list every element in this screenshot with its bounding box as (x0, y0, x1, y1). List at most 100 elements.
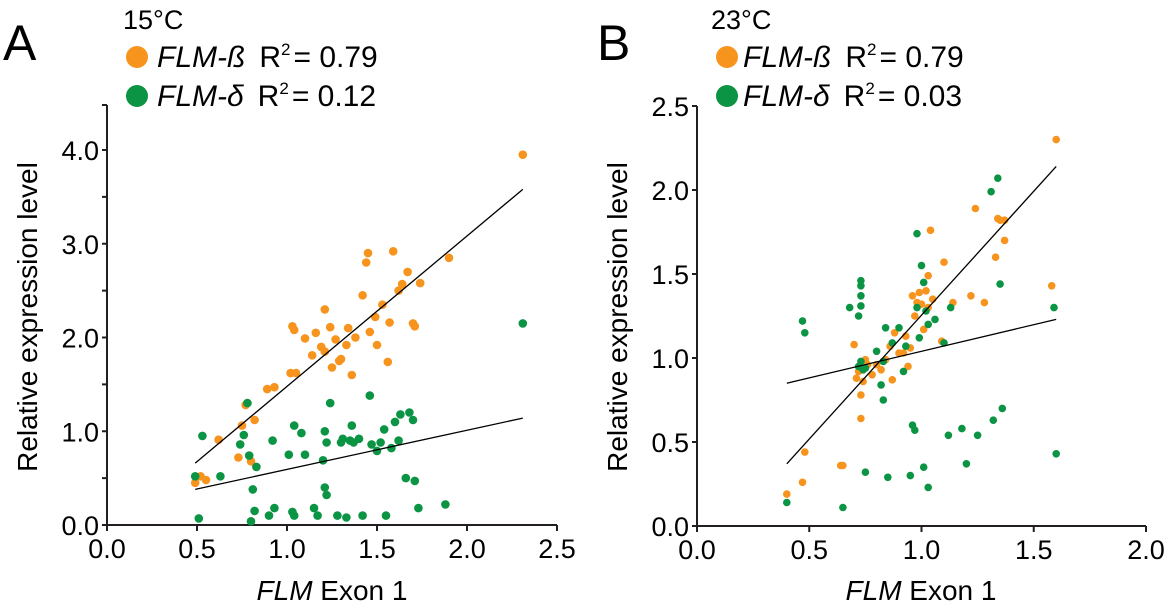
data-point (365, 327, 375, 337)
x-tick-label: 0.0 (678, 535, 716, 565)
data-point (913, 303, 921, 312)
legend-marker-flm-beta (716, 46, 738, 68)
data-point (250, 415, 259, 425)
data-point (313, 511, 322, 520)
data-point (244, 451, 254, 460)
data-point (320, 305, 330, 314)
data-point (370, 312, 380, 322)
data-point (331, 335, 340, 344)
data-point (919, 325, 928, 334)
data-point (234, 453, 243, 462)
x-axis-label-rest: Exon 1 (902, 575, 997, 606)
data-point (980, 298, 989, 307)
x-tick-label: 0.0 (88, 534, 126, 564)
data-point (408, 415, 418, 425)
data-point (859, 377, 867, 386)
y-tick-label: 1.5 (651, 260, 689, 290)
data-point (919, 278, 928, 287)
legend-label: FLM-δ R2 = 0.03 (743, 79, 962, 113)
data-point (309, 503, 319, 513)
data-point (361, 258, 371, 267)
legend-r2-label: R (845, 41, 867, 74)
x-tick-label: 1.5 (1015, 535, 1053, 565)
data-point (291, 368, 301, 378)
data-point (518, 319, 528, 328)
legend-label: FLM-ß R2 = 0.79 (743, 40, 964, 74)
series-flm-delta (190, 319, 528, 526)
data-point (924, 483, 932, 492)
data-point (839, 503, 847, 512)
data-point (198, 431, 207, 441)
data-point (322, 438, 331, 447)
panel-a: 0.0 1.0 2.0 3.0 4.0 0.0 0.5 1.0 1.5 2.0 2.5 Relativ… (12, 40, 576, 606)
trend-line-flm-delta (195, 417, 523, 491)
y-tick-label: 4.0 (61, 136, 99, 166)
data-point (839, 461, 847, 470)
x-axis-label: FLM Exon 1 (257, 575, 408, 606)
data-point (877, 366, 885, 374)
data-point (441, 500, 450, 509)
data-point (367, 440, 376, 449)
legend-r2-sup: 2 (867, 40, 876, 59)
data-point (872, 347, 881, 356)
x-tick-label: 2.0 (448, 534, 486, 564)
data-point (967, 292, 975, 300)
data-point (397, 279, 407, 289)
data-point (857, 391, 865, 399)
data-point (931, 315, 939, 324)
data-point (852, 374, 861, 383)
legend-series-name: FLM-ß (157, 41, 245, 74)
legend-r2-value: = 0.12 (292, 80, 376, 113)
data-point (940, 258, 948, 267)
data-point (343, 323, 353, 333)
panel-a-title: 15°C (123, 5, 183, 35)
data-point (926, 226, 935, 235)
legend-marker-flm-delta (716, 85, 738, 107)
data-point (235, 440, 245, 449)
series-flm-delta (783, 174, 1060, 512)
data-point (248, 485, 258, 494)
data-point (881, 324, 890, 332)
data-point (264, 511, 274, 520)
y-axis-label: Relative expression level (602, 162, 633, 472)
data-point (414, 503, 423, 513)
data-point (415, 278, 425, 288)
data-point (1052, 135, 1060, 144)
x-tick-label: 2.5 (538, 534, 576, 564)
data-point (868, 371, 876, 379)
data-point (410, 322, 420, 331)
y-tick-label: 1.0 (61, 417, 99, 447)
data-point (320, 427, 330, 436)
x-tick-label: 1.0 (268, 534, 306, 564)
panel-b-letter: B (597, 15, 630, 71)
legend-series-name: FLM-ß (743, 41, 831, 74)
legend-r2-sup: 2 (865, 79, 874, 98)
x-axis-label-italic: FLM (846, 575, 903, 606)
data-point (388, 247, 398, 256)
data-point (394, 436, 403, 445)
data-point (252, 462, 261, 472)
data-point (239, 430, 249, 440)
y-tick-label: 0.0 (651, 512, 689, 542)
data-point (190, 472, 200, 481)
data-point (1050, 303, 1058, 312)
data-point (850, 340, 858, 349)
data-point (351, 333, 360, 342)
data-point (1047, 282, 1056, 290)
y-tick-label: 0.0 (61, 511, 99, 541)
data-point (246, 517, 256, 526)
data-point (311, 328, 321, 338)
data-point (877, 381, 885, 389)
data-point (798, 478, 807, 487)
data-point (358, 511, 367, 520)
data-point (405, 408, 414, 417)
data-point (857, 282, 865, 290)
data-point (262, 384, 272, 394)
data-point (342, 513, 351, 522)
data-point (284, 450, 294, 460)
legend-marker-flm-delta (126, 85, 148, 107)
data-point (798, 317, 807, 325)
data-point (243, 398, 252, 408)
data-point (190, 478, 200, 488)
x-tick-label: 0.5 (178, 534, 216, 564)
